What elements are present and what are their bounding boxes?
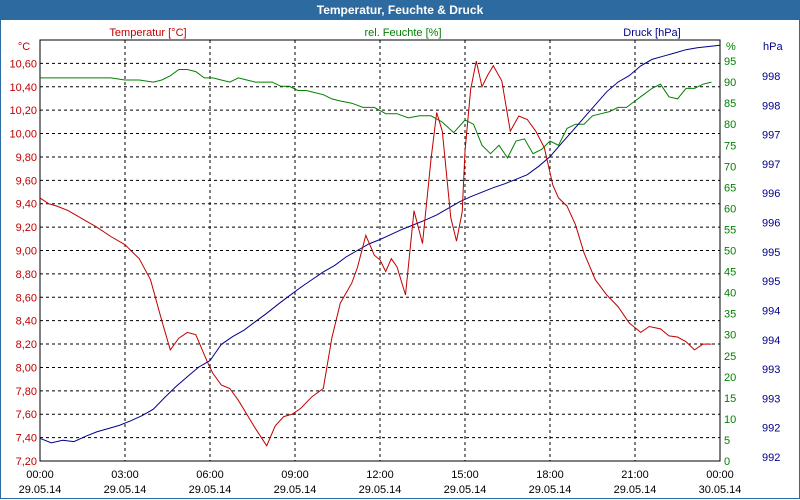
x-tick-date: 29.05.14 (444, 484, 487, 496)
temp-tick-label: 10,60 (9, 58, 37, 70)
x-tick-date: 30.05.14 (699, 484, 742, 496)
x-tick-time: 00:00 (706, 469, 734, 481)
temp-tick-label: 8,60 (16, 292, 37, 304)
humidity-line (40, 69, 712, 159)
temp-tick-label: 7,80 (16, 386, 37, 398)
x-tick-date: 29.05.14 (614, 484, 657, 496)
press-legend-label: Druck [hPa] (623, 27, 680, 39)
x-tick-time: 00:00 (26, 469, 54, 481)
press-tick-label: 993 (762, 393, 780, 405)
press-tick-label: 995 (762, 276, 780, 288)
press-tick-label: 998 (762, 71, 780, 83)
temp-tick-label: 10,40 (9, 82, 37, 94)
x-tick-date: 29.05.14 (19, 484, 62, 496)
press-tick-label: 995 (762, 247, 780, 259)
x-tick-date: 29.05.14 (104, 484, 147, 496)
hum-tick-label: 40 (724, 288, 736, 300)
temp-tick-label: 9,80 (16, 152, 37, 164)
hum-tick-label: 95 (724, 56, 736, 68)
temp-unit-label: °C (18, 41, 30, 53)
temp-tick-label: 10,20 (9, 105, 37, 117)
temp-tick-label: 7,60 (16, 409, 37, 421)
press-tick-label: 996 (762, 188, 780, 200)
hum-tick-label: 10 (724, 414, 736, 426)
press-tick-label: 992 (762, 452, 780, 464)
press-tick-label: 997 (762, 130, 780, 142)
press-unit-label: hPa (763, 41, 783, 53)
temp-tick-label: 8,00 (16, 362, 37, 374)
x-tick-date: 29.05.14 (189, 484, 232, 496)
pressure-line (39, 44, 721, 444)
x-tick-date: 29.05.14 (529, 484, 572, 496)
hum-tick-label: 5 (724, 435, 730, 447)
hum-legend-label: rel. Feuchte [%] (364, 27, 441, 39)
temp-legend-label: Temperatur [°C] (109, 27, 186, 39)
x-tick-time: 12:00 (366, 469, 394, 481)
hum-tick-label: 90 (724, 77, 736, 89)
press-tick-label: 996 (762, 218, 780, 230)
temperature-line (39, 60, 712, 447)
hum-tick-label: 65 (724, 182, 736, 194)
x-tick-time: 15:00 (451, 469, 479, 481)
series (39, 44, 721, 447)
temp-tick-label: 9,40 (16, 199, 37, 211)
press-tick-label: 997 (762, 159, 780, 171)
chart-title: Temperatur, Feuchte & Druck (0, 0, 800, 20)
temp-tick-label: 9,00 (16, 246, 37, 258)
x-tick-time: 03:00 (111, 469, 139, 481)
x-tick-time: 18:00 (536, 469, 564, 481)
temp-tick-label: 9,20 (16, 222, 37, 234)
press-tick-label: 992 (762, 423, 780, 435)
hum-tick-label: 30 (724, 330, 736, 342)
temp-tick-label: 7,20 (16, 456, 37, 468)
hum-tick-label: 45 (724, 267, 736, 279)
hum-tick-label: 75 (724, 140, 736, 152)
hum-tick-label: 15 (724, 393, 736, 405)
press-tick-label: 994 (762, 335, 780, 347)
hum-tick-label: 70 (724, 161, 736, 173)
hum-tick-label: 85 (724, 98, 736, 110)
hum-tick-label: 0 (724, 456, 730, 468)
temp-tick-label: 9,60 (16, 175, 37, 187)
hum-tick-label: 80 (724, 119, 736, 131)
x-tick-time: 09:00 (281, 469, 309, 481)
x-tick-date: 29.05.14 (359, 484, 402, 496)
press-tick-label: 993 (762, 364, 780, 376)
hum-tick-label: 25 (724, 351, 736, 363)
press-tick-label: 994 (762, 305, 780, 317)
grid (39, 39, 721, 462)
hum-tick-label: 20 (724, 372, 736, 384)
temp-tick-label: 7,40 (16, 433, 37, 445)
press-tick-label: 998 (762, 100, 780, 112)
x-tick-time: 06:00 (196, 469, 224, 481)
hum-tick-label: 60 (724, 203, 736, 215)
hum-tick-label: 35 (724, 309, 736, 321)
x-tick-date: 29.05.14 (274, 484, 317, 496)
hum-tick-label: 55 (724, 224, 736, 236)
temp-tick-label: 8,20 (16, 339, 37, 351)
x-tick-time: 21:00 (621, 469, 649, 481)
hum-unit-label: % (726, 41, 736, 53)
hum-tick-label: 50 (724, 246, 736, 258)
temp-tick-label: 8,40 (16, 316, 37, 328)
temp-tick-label: 10,00 (9, 129, 37, 141)
temp-tick-label: 8,80 (16, 269, 37, 281)
labels: 00:00 29.05.14 03:00 29.05.14 06:00 29.05.14 0… (9, 27, 783, 496)
